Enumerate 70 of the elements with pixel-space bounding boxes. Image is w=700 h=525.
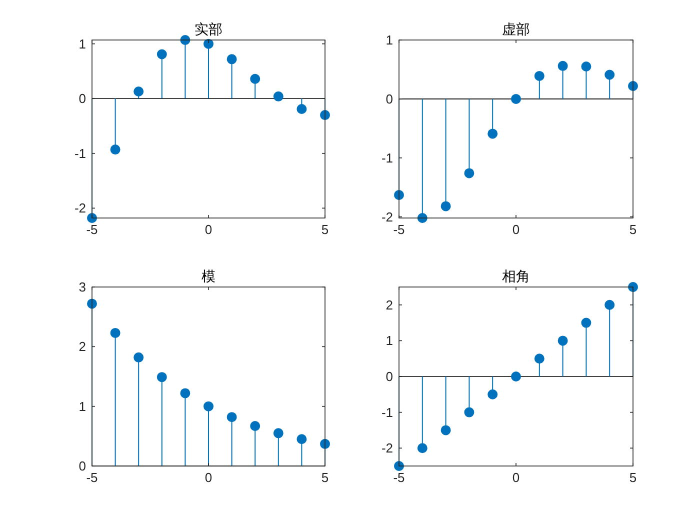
x-tick-label: 5	[629, 470, 637, 485]
y-tick-label: 0	[78, 91, 86, 106]
point	[250, 74, 260, 84]
point	[273, 91, 284, 102]
chart-title: 相角	[502, 269, 530, 285]
point	[581, 318, 592, 328]
point	[558, 336, 568, 346]
x-tick-label: -5	[86, 222, 98, 237]
point	[417, 443, 428, 454]
y-tick-label: 0	[78, 458, 86, 474]
point	[394, 461, 404, 471]
y-tick-label: 2	[386, 297, 393, 312]
point	[488, 389, 498, 400]
y-tick-label: 2	[78, 339, 86, 354]
y-tick-label: -1	[381, 150, 393, 166]
chart-title: 模	[202, 269, 216, 285]
point	[204, 38, 214, 49]
y-tick-label: 1	[386, 333, 393, 348]
y-tick-label: -2	[74, 200, 86, 216]
point	[511, 94, 521, 104]
point	[180, 388, 190, 398]
point	[464, 168, 474, 178]
chart-title: 虚部	[502, 22, 530, 38]
x-tick-label: 0	[512, 222, 520, 237]
point	[110, 144, 120, 155]
point	[273, 428, 284, 438]
point	[156, 372, 167, 382]
point	[204, 401, 214, 412]
x-tick-label: 5	[321, 470, 329, 485]
y-tick-label: 3	[78, 280, 86, 294]
y-tick-label: 1	[78, 36, 86, 52]
chart-title: 实部	[194, 22, 222, 38]
point	[134, 352, 144, 362]
x-tick-label: 0	[204, 222, 212, 237]
x-tick-label: 5	[321, 222, 329, 237]
y-tick-label: 0	[386, 91, 393, 106]
point	[440, 425, 451, 436]
point	[581, 62, 592, 72]
point	[440, 201, 451, 212]
x-tick-label: -5	[86, 470, 98, 485]
point	[488, 128, 498, 139]
y-tick-label: -2	[381, 440, 393, 456]
y-tick-label: -1	[74, 146, 86, 161]
point	[226, 54, 237, 64]
point	[604, 70, 615, 80]
x-tick-label: -5	[393, 470, 405, 485]
point	[296, 104, 307, 114]
y-tick-label: 1	[78, 398, 86, 414]
point	[534, 354, 544, 364]
point	[558, 60, 568, 71]
point	[156, 49, 167, 60]
y-tick-label: -2	[381, 209, 393, 224]
y-tick-label: 1	[386, 32, 393, 48]
point	[604, 300, 615, 310]
point	[511, 372, 521, 382]
x-tick-label: -5	[393, 222, 405, 237]
x-tick-label: 5	[629, 222, 637, 237]
point	[226, 412, 237, 422]
point	[464, 407, 474, 418]
x-tick-label: 0	[204, 470, 212, 485]
point	[250, 421, 260, 432]
point	[534, 70, 544, 81]
y-tick-label: -1	[381, 404, 393, 420]
y-tick-label: 0	[386, 369, 393, 384]
point	[134, 86, 144, 96]
x-tick-label: 0	[512, 470, 520, 485]
point	[110, 328, 120, 338]
point	[87, 213, 97, 223]
point	[296, 434, 307, 444]
point	[628, 282, 638, 292]
